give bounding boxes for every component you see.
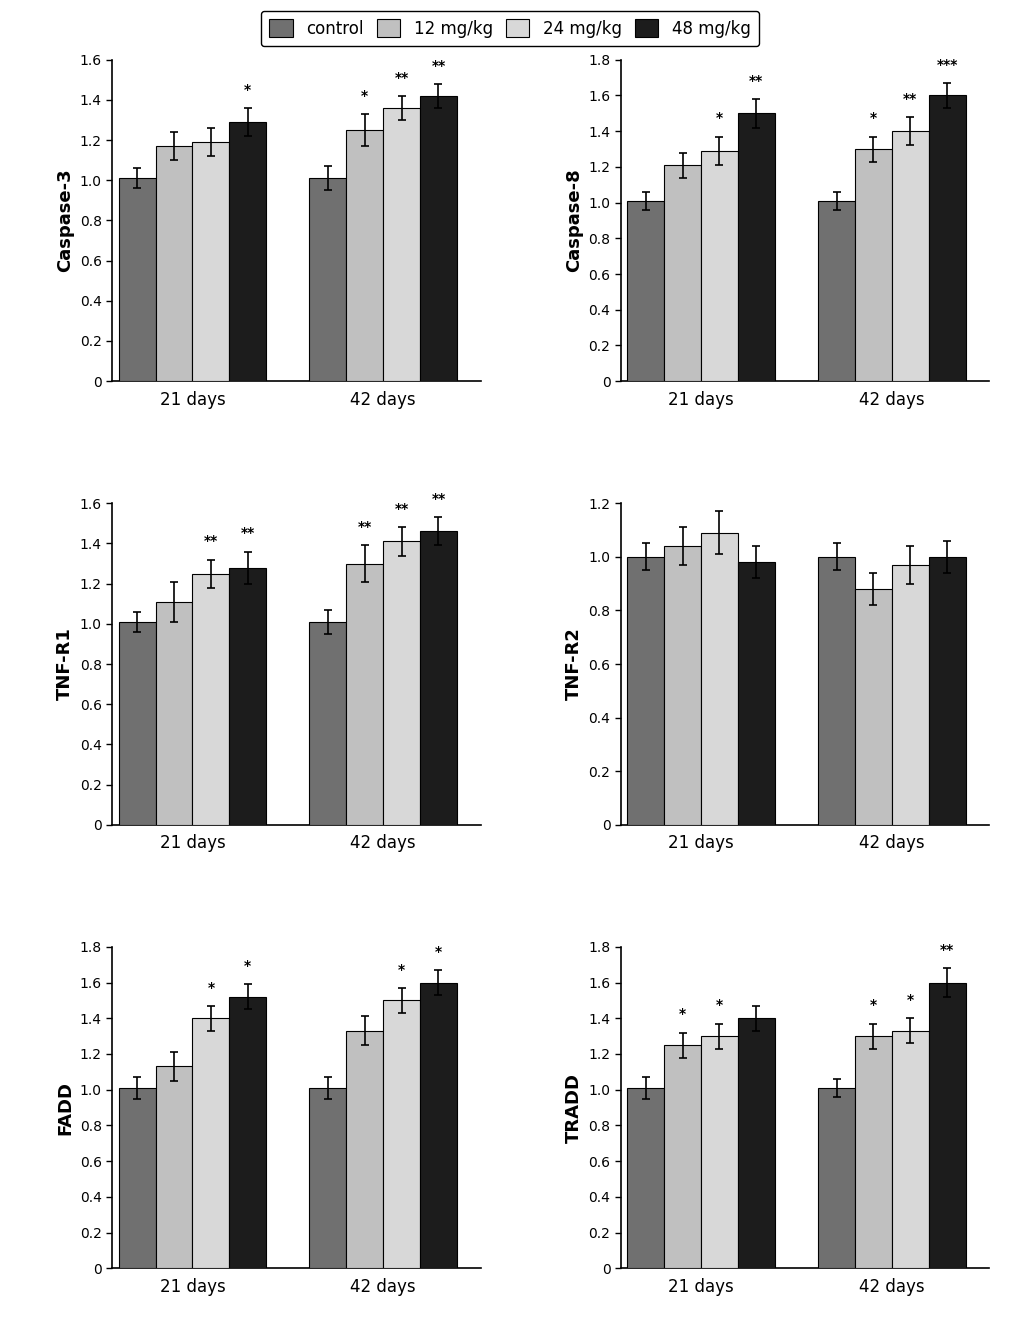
Bar [118,1088,156,1268]
Text: *: * [244,82,251,97]
Text: *: * [207,980,214,995]
Bar [346,1031,383,1268]
Text: *: * [361,89,368,102]
Text: *: * [397,963,405,976]
Bar [627,1088,663,1268]
Bar [156,602,193,825]
Bar [854,590,891,825]
Bar [229,567,266,825]
Text: **: ** [394,502,409,517]
Bar [854,1036,891,1268]
Y-axis label: TRADD: TRADD [565,1073,582,1142]
Bar [927,983,965,1268]
Y-axis label: Caspase-3: Caspase-3 [56,169,74,272]
Text: *: * [244,959,251,973]
Bar [700,1036,737,1268]
Text: **: ** [240,526,255,540]
Legend: control, 12 mg/kg, 24 mg/kg, 48 mg/kg: control, 12 mg/kg, 24 mg/kg, 48 mg/kg [261,11,758,46]
Bar [383,1000,420,1268]
Text: **: ** [940,943,954,957]
Bar [156,1066,193,1268]
Text: *: * [434,944,441,959]
Text: *: * [906,993,913,1007]
Bar [156,146,193,381]
Bar [118,178,156,381]
Bar [229,122,266,381]
Bar [663,1045,700,1268]
Bar [891,1031,927,1268]
Text: ***: *** [935,57,957,72]
Text: **: ** [431,493,445,506]
Bar [737,1019,774,1268]
Bar [891,564,927,825]
Text: **: ** [749,74,762,88]
Bar [663,165,700,381]
Bar [817,556,854,825]
Text: *: * [869,112,876,125]
Text: *: * [869,999,876,1012]
Bar [627,556,663,825]
Text: **: ** [204,534,218,548]
Bar [309,622,346,825]
Y-axis label: TNF-R2: TNF-R2 [565,628,582,700]
Bar [854,149,891,381]
Bar [346,130,383,381]
Bar [891,131,927,381]
Bar [193,142,229,381]
Bar [346,563,383,825]
Bar [383,108,420,381]
Text: **: ** [394,70,409,85]
Bar [700,151,737,381]
Bar [663,546,700,825]
Text: *: * [715,112,722,125]
Bar [817,201,854,381]
Bar [737,562,774,825]
Y-axis label: TNF-R1: TNF-R1 [56,628,74,700]
Bar [383,542,420,825]
Bar [700,533,737,825]
Bar [229,997,266,1268]
Text: *: * [715,999,722,1012]
Bar [193,574,229,825]
Bar [420,983,457,1268]
Y-axis label: Caspase-8: Caspase-8 [565,169,582,272]
Bar [737,113,774,381]
Bar [309,178,346,381]
Bar [193,1019,229,1268]
Bar [927,556,965,825]
Bar [927,96,965,381]
Text: *: * [679,1008,686,1021]
Bar [817,1088,854,1268]
Bar [420,531,457,825]
Text: **: ** [358,521,372,534]
Text: **: ** [431,58,445,73]
Bar [627,201,663,381]
Text: **: ** [902,92,916,106]
Y-axis label: FADD: FADD [56,1081,74,1134]
Bar [420,96,457,381]
Bar [118,622,156,825]
Bar [309,1088,346,1268]
